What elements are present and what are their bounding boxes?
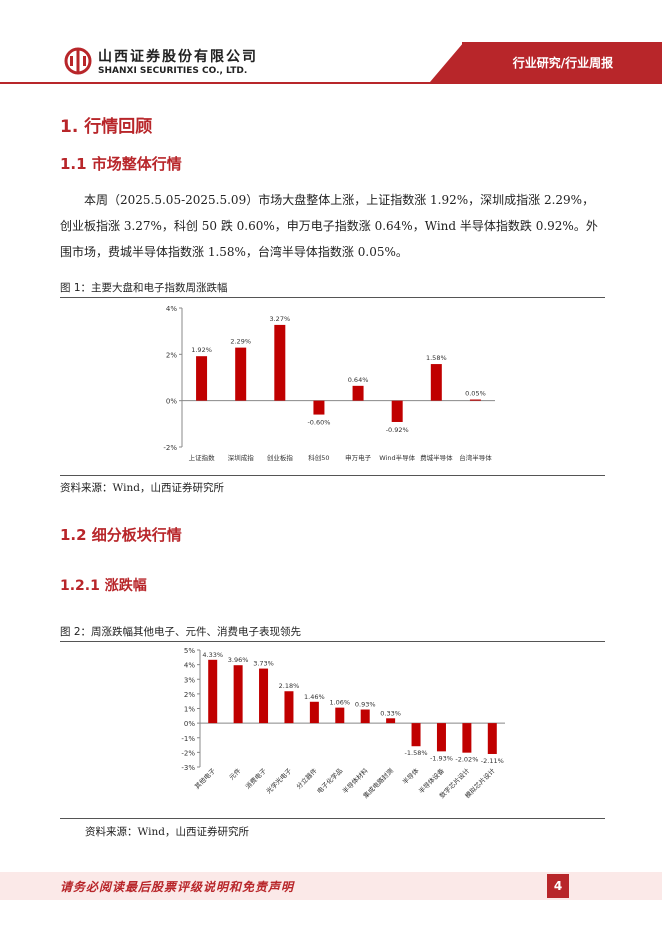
- bar: [391, 400, 403, 422]
- data-label: -2.11%: [481, 757, 504, 765]
- y-tick-label: 4%: [184, 662, 195, 670]
- header-band-tip: [430, 42, 464, 82]
- data-label: 1.92%: [191, 346, 212, 354]
- bar: [411, 723, 421, 747]
- bar: [487, 723, 497, 754]
- data-label: 3.27%: [269, 315, 290, 323]
- figure-1-top-rule: [60, 297, 605, 298]
- bar: [360, 709, 370, 724]
- figure-2-chart: 5% 4% 3% 2% 1% 0% -1% -2% -3% 4.33% 其他电子 3.96% 元件 3.7…: [181, 647, 505, 800]
- y-tick-label: 5%: [184, 647, 195, 655]
- data-label: -2.02%: [455, 756, 478, 764]
- footer-disclaimer: 请务必阅读最后股票评级说明和免责声明: [60, 880, 295, 894]
- y-tick-label: 4%: [166, 305, 177, 313]
- bar: [284, 691, 294, 724]
- figure-2-caption: 图 2：周涨跌幅其他电子、元件、消费电子表现领先: [60, 626, 302, 638]
- figure-2-bottom-rule: [60, 818, 605, 819]
- section-heading-1-1: 1.1 市场整体行情: [60, 155, 182, 173]
- y-tick-label: 0%: [184, 720, 195, 728]
- y-tick-label: 2%: [166, 351, 177, 359]
- x-tick-label: 创业板指: [267, 453, 294, 462]
- data-label: 0.33%: [380, 709, 401, 717]
- data-label: -1.93%: [430, 754, 453, 762]
- data-label: 3.73%: [253, 660, 274, 668]
- page-number: 4: [547, 874, 569, 898]
- bar: [196, 356, 208, 401]
- section-heading-1-2: 1.2 细分板块行情: [60, 526, 182, 544]
- header-divider: [0, 82, 662, 84]
- y-tick-label: -2%: [163, 444, 177, 452]
- data-label: -0.92%: [386, 426, 409, 434]
- x-tick-label: Wind半导体: [379, 453, 415, 462]
- bar: [469, 399, 481, 401]
- figure-1-chart: 4% 2% 0% -2% 1.92% 上证指数 2.29% 深圳成指 3.27% 创业板指 -0.6…: [163, 305, 495, 462]
- y-tick-label: -3%: [181, 764, 195, 772]
- y-tick-label: 1%: [184, 706, 195, 714]
- figure-1-bottom-rule: [60, 475, 605, 476]
- market-summary-paragraph: 本周（2025.5.05-2025.5.09）市场大盘整体上涨，上证指数涨 1.…: [60, 193, 598, 259]
- figure-1-caption: 图 1：主要大盘和电子指数周涨跌幅: [60, 282, 228, 294]
- figure-1-source: 资料来源：Wind，山西证券研究所: [60, 482, 224, 494]
- data-label: -0.60%: [307, 419, 330, 427]
- bar: [313, 400, 325, 415]
- figure-2-top-rule: [60, 641, 605, 642]
- bar: [274, 324, 286, 401]
- y-tick-label: -2%: [181, 749, 195, 757]
- x-tick-label: 光学光电子: [264, 766, 294, 796]
- y-tick-label: 3%: [184, 676, 195, 684]
- header-band: [462, 42, 662, 82]
- data-label: 1.06%: [329, 699, 350, 707]
- bar: [208, 659, 218, 724]
- data-label: 4.33%: [202, 651, 223, 659]
- y-tick-label: -1%: [181, 735, 195, 743]
- bar: [352, 385, 364, 401]
- x-tick-label: 元件: [227, 766, 243, 782]
- figure-2-source: 资料来源：Wind，山西证券研究所: [85, 826, 249, 838]
- data-label: 2.29%: [230, 338, 251, 346]
- x-tick-label: 费城半导体: [420, 453, 453, 462]
- x-tick-label: 台湾半导体: [459, 453, 492, 462]
- x-tick-label: 电子化学品: [315, 766, 344, 795]
- section-heading-1: 1. 行情回顾: [60, 117, 153, 137]
- bar: [335, 707, 345, 724]
- bar: [462, 723, 472, 753]
- y-tick-label: 2%: [184, 691, 195, 699]
- bar: [386, 718, 396, 724]
- bar: [430, 364, 442, 401]
- bar: [233, 665, 243, 724]
- data-label: 0.64%: [348, 376, 369, 384]
- x-tick-label: 半导体: [400, 766, 421, 787]
- x-tick-label: 科创50: [308, 453, 329, 462]
- data-label: 3.96%: [228, 656, 249, 664]
- report-category: 行业研究/行业周报: [512, 55, 614, 70]
- data-label: 2.18%: [279, 682, 300, 690]
- section-heading-1-2-1: 1.2.1 涨跌幅: [60, 578, 147, 594]
- y-tick-label: 0%: [166, 398, 177, 406]
- data-label: 0.93%: [355, 701, 376, 709]
- x-tick-label: 深圳成指: [228, 453, 255, 462]
- x-tick-label: 申万电子: [345, 453, 372, 462]
- data-label: 0.05%: [465, 390, 486, 398]
- bar: [235, 347, 247, 401]
- x-tick-label: 消费电子: [243, 766, 268, 791]
- x-tick-label: 分立器件: [294, 766, 319, 791]
- company-name-en: SHANXI SECURITIES CO., LTD.: [98, 66, 248, 76]
- bar: [436, 723, 446, 752]
- x-tick-label: 上证指数: [189, 453, 216, 462]
- bar: [259, 668, 269, 724]
- company-name-cn: 山西证券股份有限公司: [98, 49, 258, 65]
- x-tick-label: 其他电子: [192, 766, 217, 791]
- data-label: 1.46%: [304, 693, 325, 701]
- data-label: -1.58%: [405, 749, 428, 757]
- company-logo-icon: [64, 47, 92, 75]
- data-label: 1.58%: [426, 354, 447, 362]
- bar: [309, 701, 319, 724]
